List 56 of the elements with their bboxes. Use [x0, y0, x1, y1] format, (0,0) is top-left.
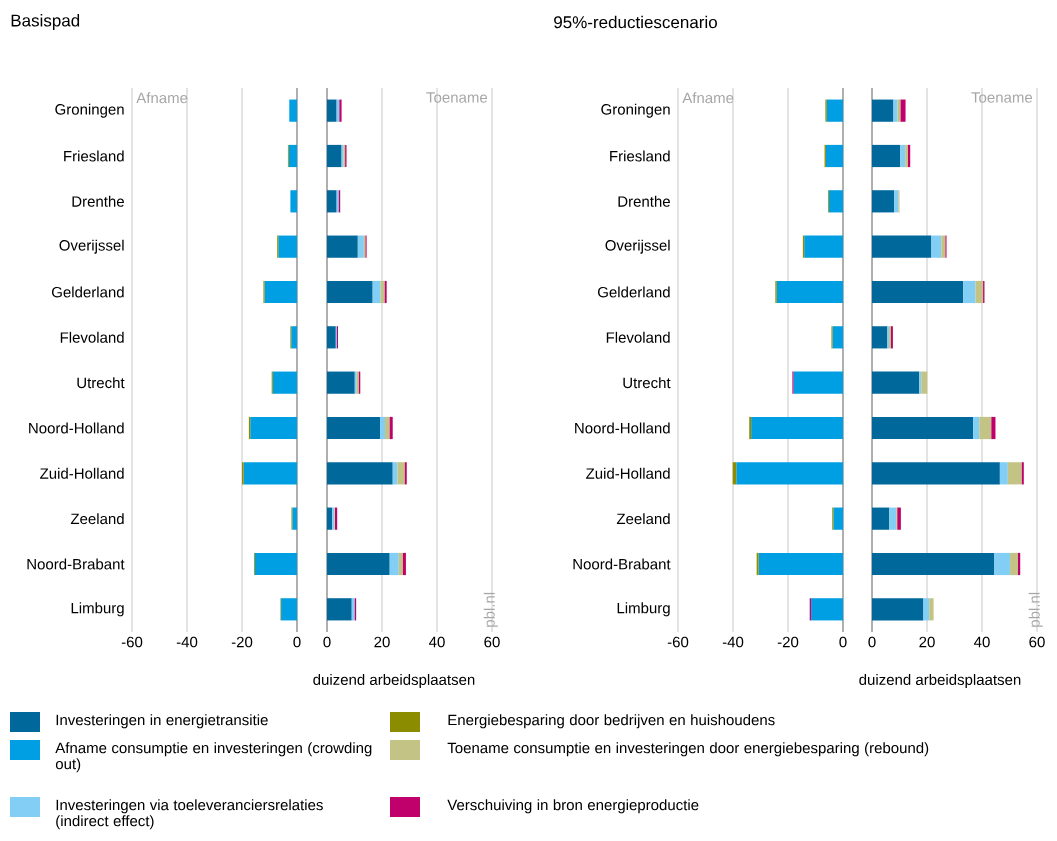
chart-title: 95%-reductiescenario	[554, 15, 717, 29]
x-tick-label: 40	[973, 636, 990, 648]
x-tick-label: -60	[121, 636, 143, 648]
y-tick-label: Zeeland	[616, 513, 670, 525]
y-tick-label: Noord-Brabant	[27, 558, 125, 570]
y-tick-label: Limburg	[617, 602, 670, 617]
y-tick-label: Noord-Holland	[575, 422, 670, 434]
y-tick-label: Zuid-Holland	[586, 467, 670, 479]
legend-label: Toename consumptie en investeringen door energiebesparing (rebound)	[447, 742, 929, 757]
legend-label: Investeringen in energietransitie	[56, 714, 268, 729]
y-tick-label: Groningen	[55, 103, 124, 118]
x-tick-label: -20	[777, 636, 799, 648]
legend-label: Energiebesparing door bedrijven en huishoudens	[448, 714, 775, 729]
x-tick-label: 0	[868, 636, 876, 648]
y-tick-label: Flevoland	[606, 331, 670, 343]
y-tick-label: Groningen	[601, 103, 670, 118]
annotation: Afname	[136, 92, 188, 104]
x-axis-title: duizend arbeidsplaatsen	[313, 673, 475, 688]
y-tick-label: Drenthe	[618, 195, 670, 207]
legend-label: Investeringen via toeleveranciersrelaties (indirect effect)	[56, 799, 323, 830]
x-tick-label: 60	[484, 636, 500, 648]
y-tick-label: Overijssel	[605, 239, 670, 254]
y-tick-label: Noord-Brabant	[573, 558, 671, 570]
y-tick-label: Zeeland	[70, 513, 124, 525]
y-tick-label: Gelderland	[52, 286, 124, 298]
legend-label: Afname consumptie en investeringen (crowding out)	[55, 742, 372, 773]
x-tick-label: 0	[839, 636, 847, 648]
y-tick-label: Gelderland	[598, 286, 670, 298]
chart-title: Basispad	[11, 14, 80, 30]
y-tick-label: Noord-Holland	[29, 422, 124, 434]
x-axis-title: duizend arbeidsplaatsen	[859, 673, 1021, 688]
y-tick-label: Friesland	[610, 150, 670, 162]
y-tick-label: Drenthe	[72, 195, 124, 207]
y-tick-label: Friesland	[64, 150, 124, 162]
x-tick-label: -20	[231, 636, 253, 648]
y-tick-label: Overijssel	[59, 239, 124, 254]
annotation: Toename	[426, 92, 488, 103]
annotation: pbl.nl	[483, 592, 498, 627]
x-tick-label: 60	[1029, 636, 1045, 648]
x-tick-label: 0	[293, 636, 301, 648]
x-tick-label: -40	[722, 636, 744, 648]
y-tick-label: Utrecht	[623, 377, 671, 389]
x-tick-label: 20	[919, 636, 935, 648]
annotation: Afname	[682, 92, 734, 104]
y-tick-label: Utrecht	[77, 377, 125, 389]
x-tick-label: 20	[374, 636, 390, 648]
y-tick-label: Limburg	[71, 602, 124, 617]
x-tick-label: -40	[176, 636, 198, 648]
y-tick-label: Flevoland	[60, 331, 124, 343]
x-tick-label: -60	[667, 636, 689, 648]
annotation: Toename	[971, 92, 1033, 103]
x-tick-label: 0	[323, 636, 331, 648]
legend-label: Verschuiving in bron energieproductie	[447, 799, 699, 814]
y-tick-label: Zuid-Holland	[40, 467, 124, 479]
annotation: pbl.nl	[1028, 592, 1043, 627]
x-tick-label: 40	[428, 636, 445, 648]
